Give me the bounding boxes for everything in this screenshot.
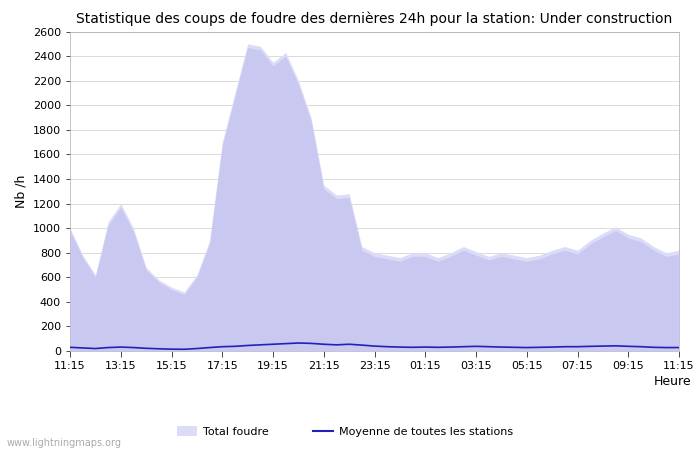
Text: www.lightningmaps.org: www.lightningmaps.org — [7, 438, 122, 448]
X-axis label: Heure: Heure — [654, 375, 691, 388]
Title: Statistique des coups de foudre des dernières 24h pour la station: Under constru: Statistique des coups de foudre des dern… — [76, 12, 673, 26]
Y-axis label: Nb /h: Nb /h — [14, 175, 27, 208]
